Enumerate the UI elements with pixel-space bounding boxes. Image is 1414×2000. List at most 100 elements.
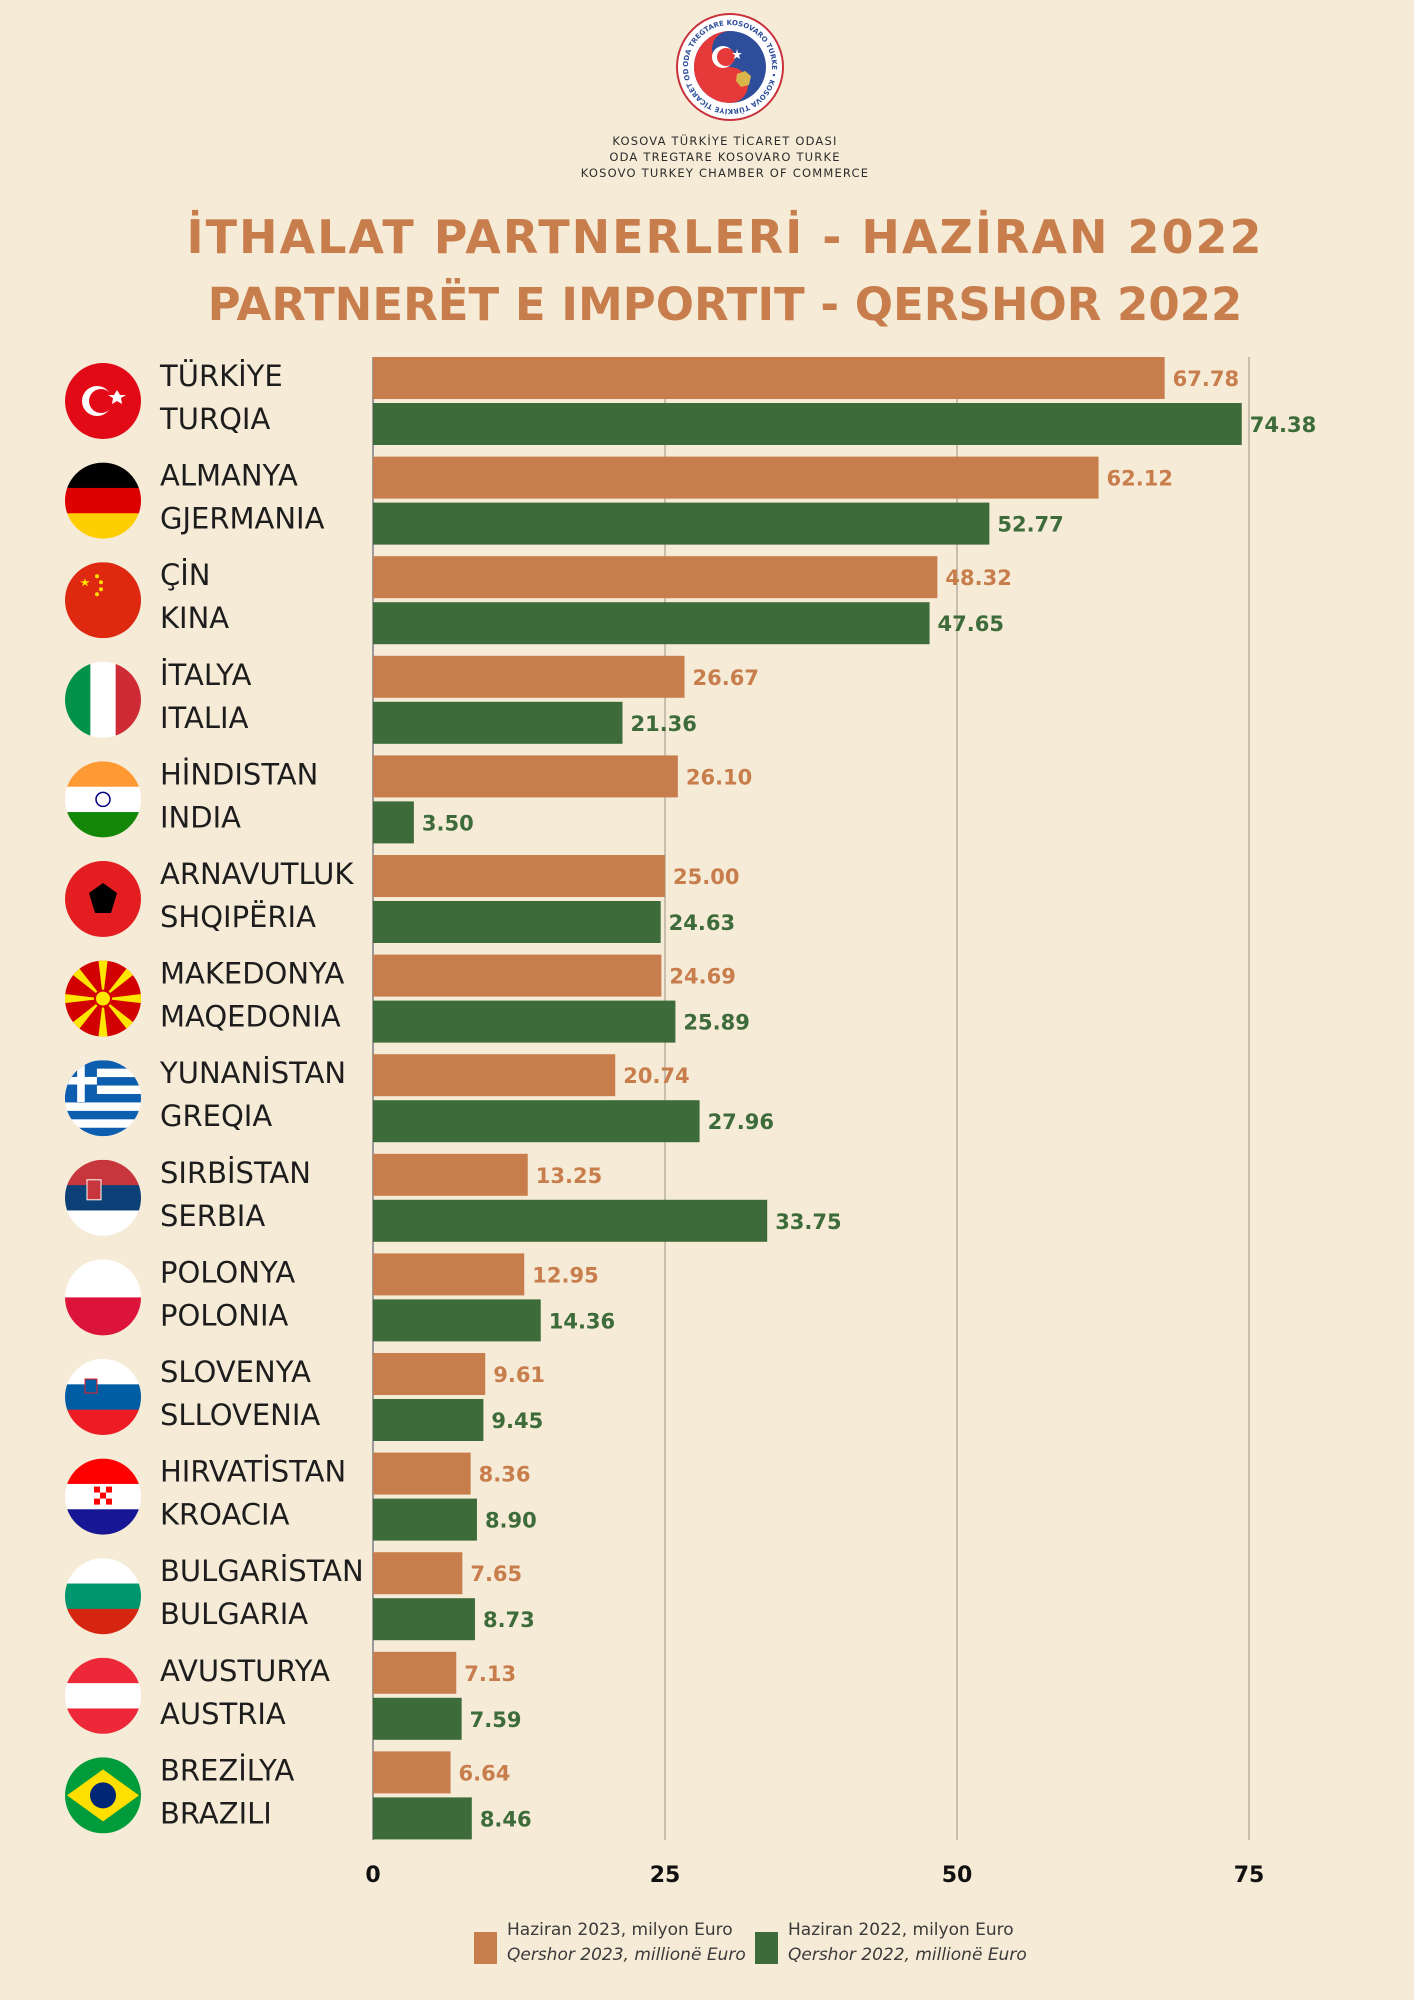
bar-2022	[373, 1797, 472, 1840]
data-label-2022: 7.59	[470, 1708, 522, 1732]
serbia-flag-icon	[65, 1159, 141, 1236]
data-label-2022: 74.38	[1250, 413, 1316, 437]
brazil-flag-icon	[65, 1757, 141, 1834]
x-tick-label: 75	[1234, 1863, 1265, 1888]
data-label-2023: 25.00	[673, 865, 739, 889]
country-name-sq: MAQEDONIA	[160, 1000, 341, 1034]
bar-2023	[373, 357, 1165, 399]
data-label-2023: 26.10	[686, 765, 752, 789]
bar-2022	[373, 602, 930, 645]
data-label-2023: 7.13	[464, 1662, 516, 1686]
data-label-2023: 67.78	[1173, 367, 1239, 391]
bar-2023	[373, 1054, 616, 1097]
data-label-2022: 47.65	[938, 612, 1004, 636]
bar-2023	[373, 655, 685, 698]
data-label-2023: 6.64	[459, 1761, 511, 1785]
country-name-tr: HİNDISTAN	[160, 757, 318, 791]
india-flag-icon	[65, 761, 141, 838]
china-flag-icon	[65, 562, 141, 639]
data-label-2022: 8.73	[483, 1608, 535, 1632]
country-name-tr: TÜRKİYE	[159, 359, 283, 393]
chamber-logo: ODA TREGTARE KOSOVARO TURKE • KOSOVA TÜR…	[675, 12, 784, 121]
data-label-2022: 24.63	[669, 911, 735, 935]
country-name-tr: POLONYA	[160, 1255, 295, 1289]
country-name-tr: ÇİN	[160, 558, 211, 592]
org-name-tr: KOSOVA TÜRKİYE TİCARET ODASI	[612, 134, 838, 148]
bar-2022	[373, 1299, 541, 1342]
data-label-2022: 27.96	[708, 1110, 774, 1134]
data-label-2023: 12.95	[532, 1263, 598, 1287]
legend-swatch-2022	[755, 1932, 778, 1964]
data-label-2022: 33.75	[775, 1210, 841, 1234]
bar-2022	[373, 1598, 475, 1641]
croatia-flag-icon	[65, 1458, 141, 1535]
org-name-sq: ODA TREGTARE KOSOVARO TURKE	[609, 150, 841, 164]
x-tick-label: 50	[942, 1863, 973, 1888]
country-name-tr: İTALYA	[160, 658, 252, 692]
country-name-sq: POLONIA	[160, 1298, 289, 1332]
data-label-2023: 26.67	[693, 666, 759, 690]
data-label-2023: 20.74	[623, 1064, 689, 1088]
country-name-sq: BRAZILI	[160, 1796, 272, 1830]
country-name-tr: SIRBİSTAN	[160, 1156, 311, 1190]
germany-flag-icon	[65, 462, 141, 539]
country-name-sq: KINA	[160, 601, 229, 635]
country-name-tr: ARNAVUTLUK	[160, 857, 354, 891]
legend-label-2022-sq: Qershor 2022, millionë Euro	[788, 1945, 1027, 1965]
country-name-sq: AUSTRIA	[160, 1697, 286, 1731]
country-name-tr: ALMANYA	[160, 459, 298, 493]
bar-2023	[373, 755, 678, 798]
country-name-tr: MAKEDONYA	[160, 957, 345, 991]
bar-2022	[373, 701, 623, 744]
data-label-2023: 7.65	[470, 1562, 522, 1586]
bar-2023	[373, 954, 662, 997]
data-label-2023: 9.61	[493, 1363, 545, 1387]
italy-flag-icon	[65, 661, 141, 738]
bar-2022	[373, 403, 1242, 445]
bar-2023	[373, 556, 938, 599]
bar-2022	[373, 1399, 484, 1441]
data-label-2022: 9.45	[491, 1409, 543, 1433]
data-label-2023: 13.25	[536, 1164, 602, 1188]
data-label-2022: 52.77	[997, 513, 1063, 537]
bar-2023	[373, 1452, 471, 1495]
data-label-2022: 25.89	[683, 1011, 749, 1035]
turkey-flag-icon	[65, 363, 141, 439]
greece-flag-icon	[65, 1060, 141, 1137]
bar-2022	[373, 1199, 768, 1242]
macedonia-flag-icon	[65, 960, 141, 1037]
bar-2023	[373, 1751, 451, 1794]
country-name-tr: BREZİLYA	[160, 1753, 295, 1787]
country-name-sq: TURQIA	[159, 402, 270, 436]
bar-2023	[373, 1153, 528, 1196]
bar-2023	[373, 855, 665, 897]
bar-2022	[373, 1000, 676, 1043]
country-name-sq: KROACIA	[160, 1498, 290, 1532]
country-name-tr: BULGARİSTAN	[160, 1554, 364, 1588]
legend-item-2022: Haziran 2022, milyon Euro Qershor 2022, m…	[755, 1918, 1027, 1968]
albania-flag-icon	[65, 861, 141, 937]
country-name-sq: GJERMANIA	[160, 502, 325, 536]
chart-subtitle: PARTNERËT E IMPORTIT - QERSHOR 2022	[207, 278, 1243, 331]
data-label-2023: 48.32	[945, 566, 1011, 590]
legend-swatch-2023	[474, 1932, 497, 1964]
austria-flag-icon	[65, 1657, 141, 1734]
country-name-sq: BULGARIA	[160, 1597, 308, 1631]
bar-2022	[373, 1697, 462, 1740]
data-label-2022: 8.46	[480, 1807, 532, 1831]
x-tick-label: 0	[365, 1863, 380, 1888]
bar-2023	[373, 456, 1099, 499]
chart-title: İTHALAT PARTNERLERİ - HAZİRAN 2022	[186, 210, 1264, 264]
legend-label-2023-sq: Qershor 2023, millionë Euro	[507, 1945, 746, 1965]
country-name-tr: HIRVATİSTAN	[160, 1455, 346, 1489]
bar-2022	[373, 801, 414, 844]
data-label-2022: 8.90	[485, 1509, 537, 1533]
country-name-sq: SLLOVENIA	[160, 1398, 320, 1432]
x-tick-label: 25	[650, 1863, 681, 1888]
slovenia-flag-icon	[65, 1359, 141, 1435]
data-label-2023: 8.36	[479, 1463, 531, 1487]
bar-2022	[373, 1498, 477, 1541]
country-name-sq: SERBIA	[160, 1199, 265, 1233]
legend-label-2023: Haziran 2023, milyon Euro	[507, 1920, 733, 1940]
